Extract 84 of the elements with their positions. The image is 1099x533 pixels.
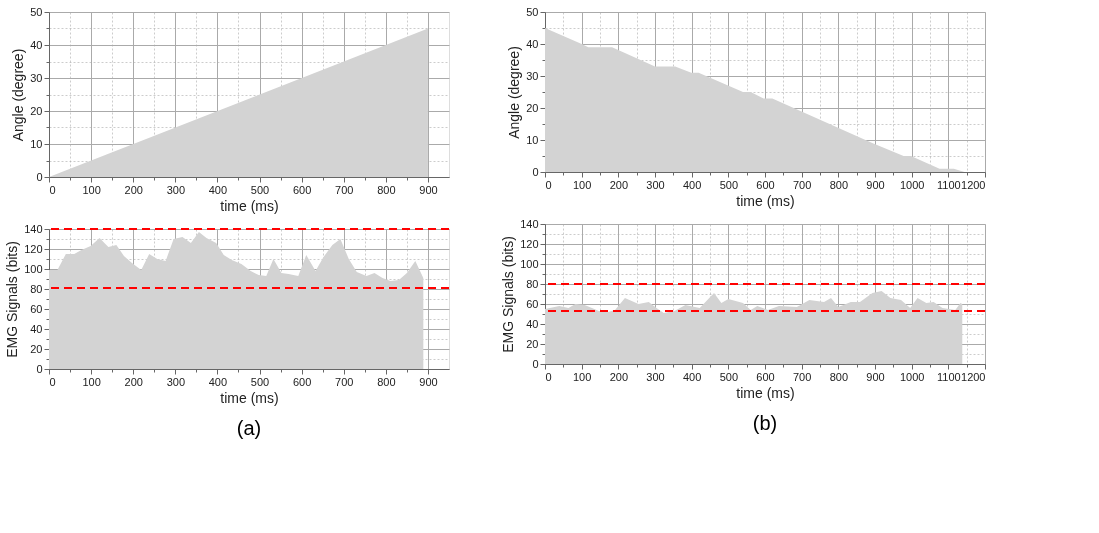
x-tick-label: 300 — [166, 183, 185, 196]
x-tick-label: 200 — [609, 370, 629, 383]
x-tick-label: 900 — [419, 183, 438, 196]
y-axis-title: Angle (degree) — [506, 46, 523, 139]
x-tick-label: 400 — [682, 370, 702, 383]
y-tick-label: 40 — [30, 322, 43, 335]
x-tick-label: 600 — [292, 375, 312, 388]
x-tick-label: 200 — [124, 183, 143, 196]
x-axis-title: time (ms) — [220, 197, 279, 214]
y-tick-label: 60 — [526, 297, 539, 310]
x-tick-label: 600 — [756, 178, 775, 191]
y-tick-label: 20 — [30, 104, 43, 117]
x-tick-label: 1000 — [899, 370, 925, 383]
y-tick-label: 20 — [526, 101, 539, 114]
x-tick-label: 700 — [792, 178, 812, 191]
x-tick-label: 900 — [866, 178, 885, 191]
x-tick-label: 700 — [792, 370, 812, 383]
y-tick-label: 20 — [526, 337, 539, 350]
y-tick-label: 140 — [24, 222, 43, 235]
y-tick-label: 0 — [532, 357, 539, 370]
x-tick-label: 0 — [545, 370, 552, 383]
x-tick-label: 100 — [572, 178, 592, 191]
y-tick-label: 10 — [526, 133, 539, 146]
x-tick-label: 800 — [829, 370, 849, 383]
y-axis-title: EMG Signals (bits) — [4, 241, 21, 358]
y-tick-label: 100 — [24, 262, 43, 275]
x-tick-label: 800 — [829, 178, 849, 191]
y-tick-label: 30 — [526, 69, 539, 82]
x-axis-title: time (ms) — [220, 389, 279, 406]
y-tick-label: 50 — [30, 5, 43, 18]
y-tick-label: 50 — [526, 5, 539, 18]
x-tick-label: 900 — [866, 370, 885, 383]
y-tick-label: 120 — [520, 237, 539, 250]
y-axis-title: EMG Signals (bits) — [500, 236, 517, 353]
text: (b) — [752, 412, 778, 434]
x-axis-title: time (ms) — [736, 192, 795, 209]
y-tick-label: 30 — [30, 71, 43, 84]
x-tick-label: 0 — [49, 375, 56, 388]
y-axis-title: Angle (degree) — [10, 48, 27, 142]
y-tick-label: 140 — [520, 217, 539, 230]
x-tick-label: 600 — [756, 370, 775, 383]
x-tick-label: 400 — [208, 375, 228, 388]
x-tick-label: 900 — [419, 375, 438, 388]
y-tick-label: 10 — [30, 137, 43, 150]
y-tick-label: 0 — [532, 165, 539, 178]
x-tick-label: 1000 — [899, 178, 925, 191]
y-tick-label: 60 — [30, 302, 43, 315]
x-tick-label: 100 — [82, 375, 101, 388]
y-tick-label: 40 — [526, 317, 539, 330]
x-tick-label: 400 — [682, 178, 702, 191]
x-tick-label: 0 — [49, 183, 56, 196]
x-tick-label: 1200 — [961, 370, 986, 383]
x-tick-label: 1100 — [937, 178, 961, 191]
x-tick-label: 1200 — [961, 178, 986, 191]
x-tick-label: 600 — [292, 183, 312, 196]
x-tick-label: 300 — [646, 178, 665, 191]
x-tick-label: 500 — [250, 375, 270, 388]
y-tick-label: 20 — [30, 342, 43, 355]
text: (a) — [236, 417, 262, 439]
x-tick-label: 200 — [609, 178, 629, 191]
y-tick-label: 80 — [526, 277, 539, 290]
y-tick-label: 0 — [36, 362, 43, 375]
x-tick-label: 700 — [335, 375, 354, 388]
x-tick-label: 400 — [208, 183, 228, 196]
y-tick-label: 40 — [30, 38, 43, 51]
x-tick-label: 1100 — [937, 370, 961, 383]
x-tick-label: 800 — [377, 375, 396, 388]
x-tick-label: 500 — [719, 178, 739, 191]
x-tick-label: 500 — [719, 370, 739, 383]
y-tick-label: 80 — [30, 282, 43, 295]
x-tick-label: 700 — [335, 183, 354, 196]
x-tick-label: 0 — [545, 178, 552, 191]
x-tick-label: 300 — [166, 375, 185, 388]
y-tick-label: 100 — [520, 257, 539, 270]
y-tick-label: 0 — [36, 170, 43, 183]
y-tick-label: 40 — [526, 37, 539, 50]
x-tick-label: 300 — [646, 370, 665, 383]
y-tick-label: 120 — [24, 242, 43, 255]
x-tick-label: 500 — [250, 183, 270, 196]
x-tick-label: 100 — [572, 370, 592, 383]
x-tick-label: 800 — [377, 183, 396, 196]
x-axis-title: time (ms) — [736, 384, 795, 401]
x-tick-label: 200 — [124, 375, 143, 388]
x-tick-label: 100 — [82, 183, 101, 196]
